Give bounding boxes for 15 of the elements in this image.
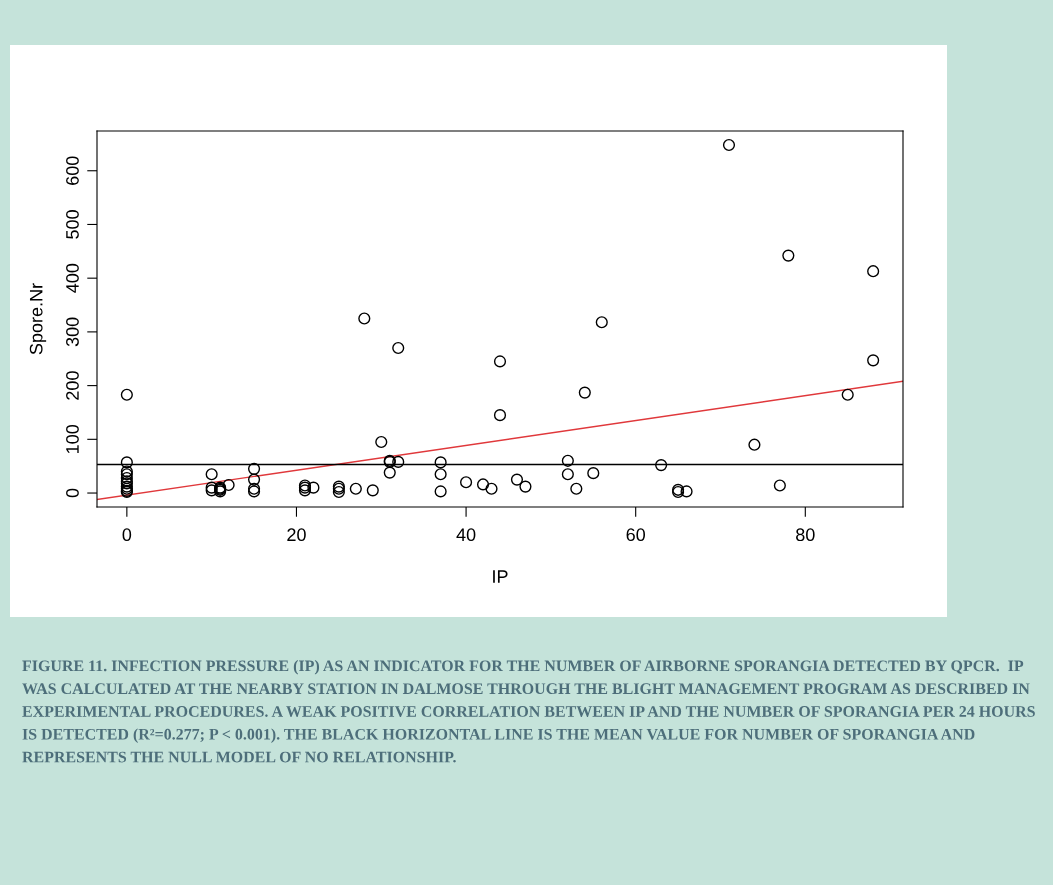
y-tick-label: 500 [66, 210, 79, 239]
x-tick-label: 60 [626, 528, 646, 542]
x-tick-label: 20 [287, 528, 306, 542]
y-axis-title: Spore.Nr [29, 283, 47, 355]
caption: FIGURE 11. INFECTION PRESSURE (IP) AS AN INDICATOR FOR THE NUMBER OF AIRBORNE SPORANGIA DETECTED BY QPCR. IP WAS CALCULATED AT THE NEARBY STATION IN DALMOSE THROUGH THE BLIGHT MANAGEMENT PROGRAM AS DESCRIBED IN EXPERIMENTAL PROCEDURES. A WEAK POSITIVE CORRELATION BETWEEN IP AND THE NUMBER OF SPORANGIA PER 24 HOURS IS DETECTED (R²=0.277; P < 0.001). THE BLACK HORIZONTAL LINE IS THE MEAN VALUE FOR NUMBER OF SPORANGIA AND REPRESENTS THE NULL MODEL OF NO RELATIONSHIP. [22, 660, 1035, 763]
y-tick-label: 400 [66, 263, 79, 293]
y-tick-label: 300 [66, 317, 79, 347]
y-tick-label: 600 [66, 156, 79, 185]
x-axis-title: IP [493, 570, 508, 583]
x-tick-label: 40 [456, 528, 476, 542]
y-tick-label: 200 [66, 371, 79, 400]
x-tick-label: 80 [796, 528, 815, 542]
x-tick-label: 0 [122, 528, 132, 542]
y-tick-label: 0 [66, 488, 79, 498]
y-tick-label: 100 [66, 424, 79, 453]
